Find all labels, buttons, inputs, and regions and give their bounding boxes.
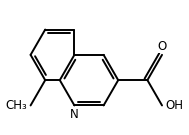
Text: OH: OH bbox=[166, 99, 184, 112]
Text: N: N bbox=[70, 108, 79, 121]
Text: O: O bbox=[157, 40, 167, 53]
Text: CH₃: CH₃ bbox=[5, 99, 27, 112]
